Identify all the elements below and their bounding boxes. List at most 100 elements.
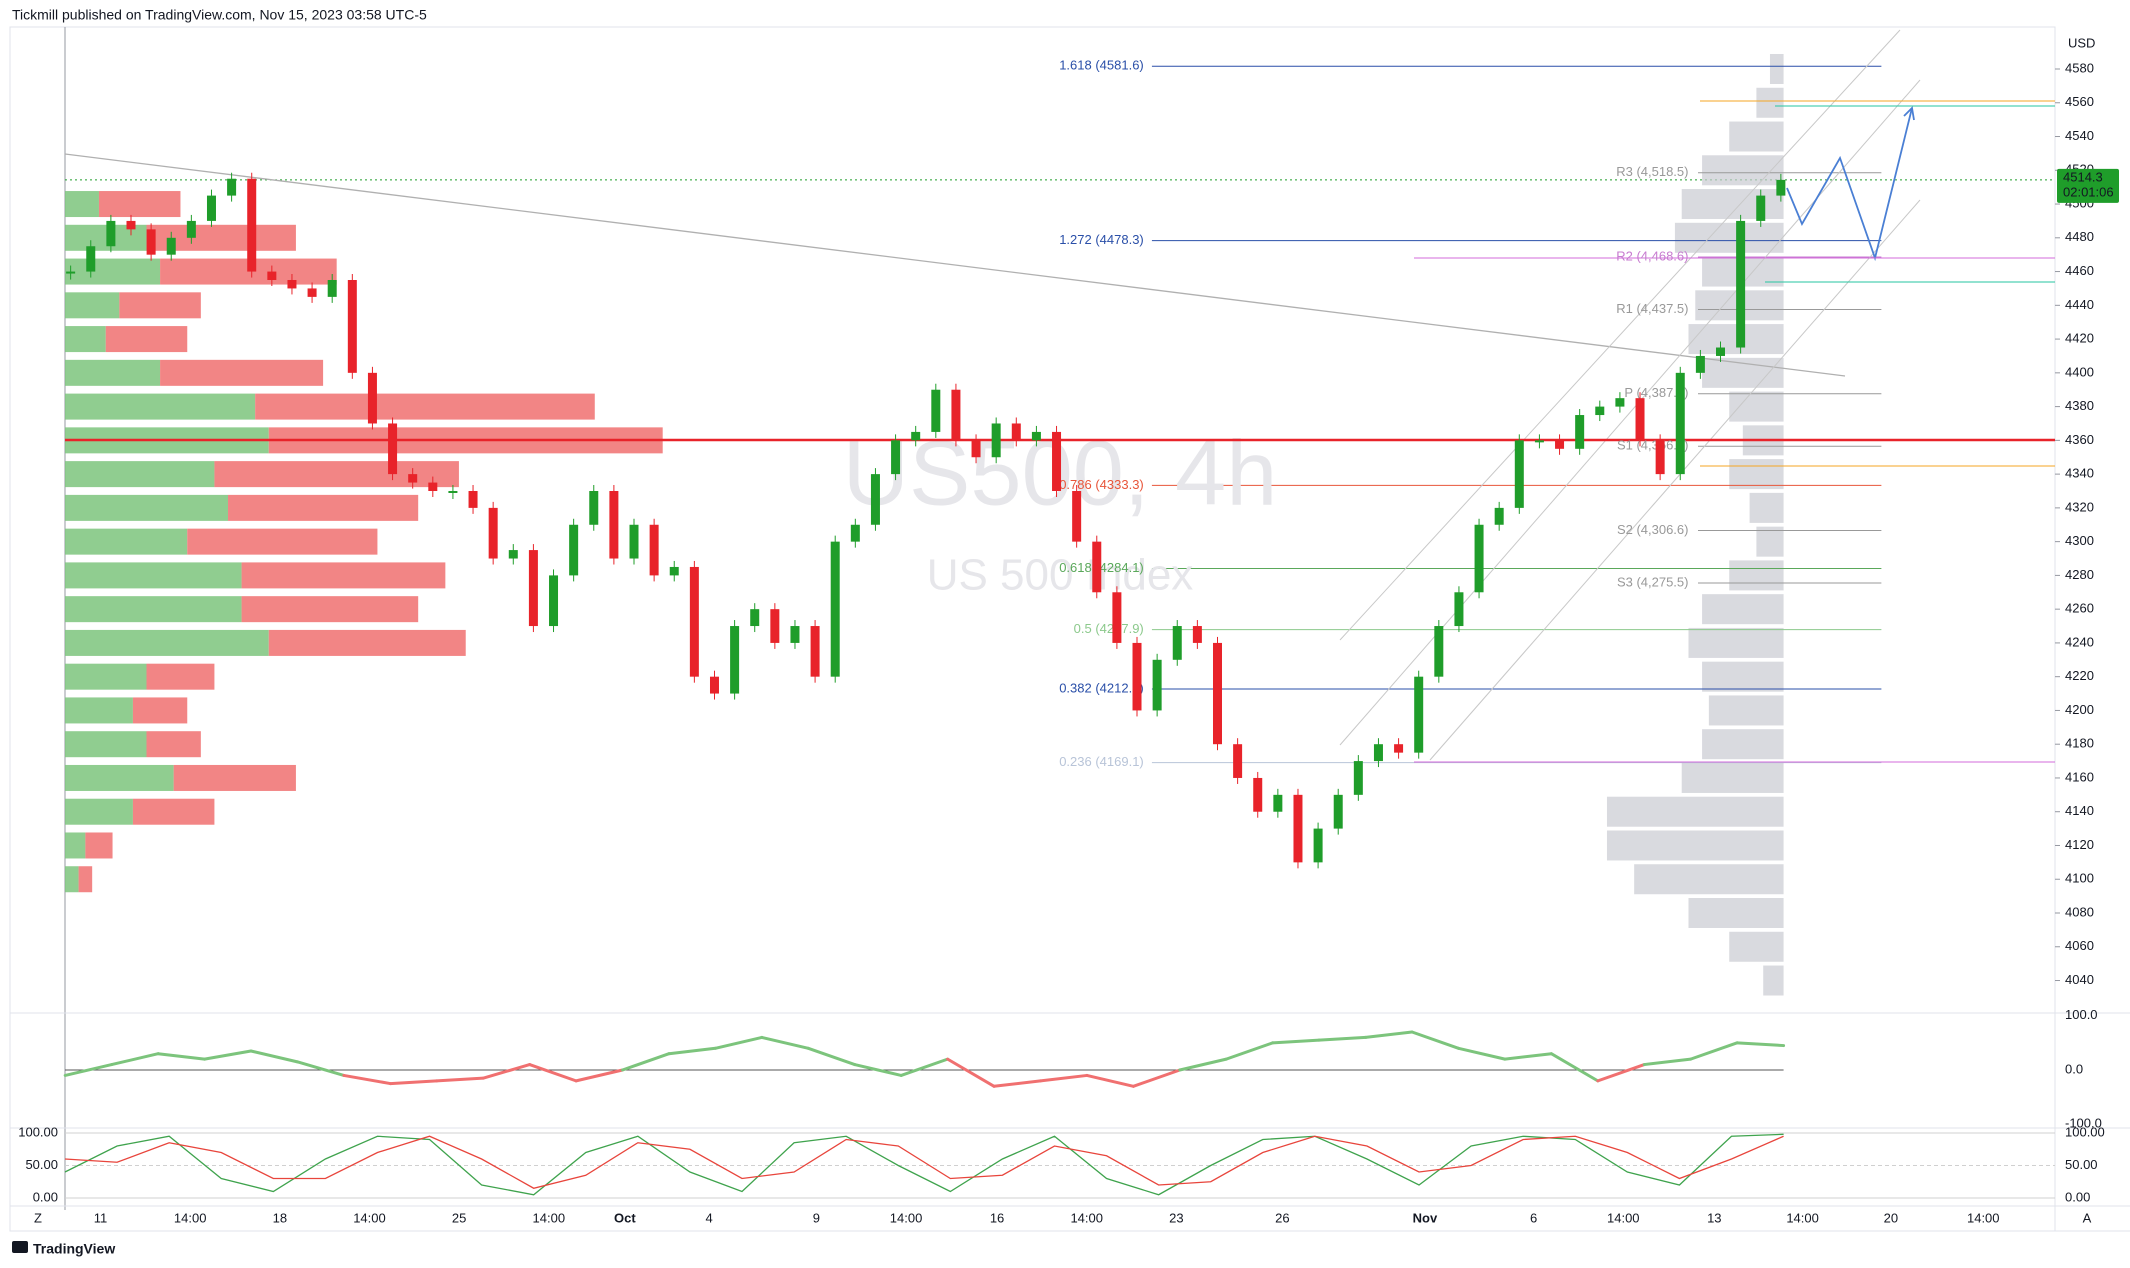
volume-sell-bar xyxy=(214,461,459,488)
candle-body xyxy=(1555,440,1565,449)
candle-body xyxy=(1052,431,1062,491)
price-tick-label: 4260 xyxy=(2065,601,2094,616)
volume-profile-bar xyxy=(1729,121,1784,152)
time-axis-label: 14:00 xyxy=(1070,1210,1103,1225)
candle-body xyxy=(347,280,357,373)
candle-body xyxy=(1172,626,1182,660)
rsi-segment xyxy=(342,1073,392,1086)
rsi-segment xyxy=(110,1052,160,1067)
volume-profile-bar xyxy=(1729,560,1784,591)
candle-body xyxy=(247,178,257,272)
candle-body xyxy=(166,237,176,255)
rsi-segment xyxy=(481,1063,532,1080)
candle-body xyxy=(589,491,599,525)
rsi-segment xyxy=(806,1046,857,1067)
candle-body xyxy=(1776,179,1786,196)
rsi-segment xyxy=(1131,1068,1182,1088)
rsi-segment xyxy=(1364,1030,1414,1039)
candle-body xyxy=(1394,744,1404,753)
candle-body xyxy=(971,440,981,458)
time-axis-label: Oct xyxy=(614,1210,636,1225)
scale-button[interactable]: Z xyxy=(34,1210,42,1225)
background-layer xyxy=(65,54,2055,1199)
scale-button[interactable]: A xyxy=(2083,1210,2092,1225)
price-tick-label: 4480 xyxy=(2065,229,2094,244)
pivot-label: R1 (4,437.5) xyxy=(1616,301,1688,316)
candle-body xyxy=(669,566,679,576)
rsi-segment xyxy=(760,1035,810,1050)
volume-buy-bar xyxy=(65,764,174,791)
candle-body xyxy=(367,372,377,424)
candle-body xyxy=(86,246,96,272)
candle-body xyxy=(227,178,237,196)
volume-profile-bar xyxy=(1708,695,1784,726)
stoch-axis-label-left: 100.00 xyxy=(18,1124,58,1139)
candle-body xyxy=(1293,794,1303,863)
volume-profile-bar xyxy=(1749,492,1784,523)
candle-body xyxy=(1373,744,1383,762)
time-axis-label: 25 xyxy=(452,1210,466,1225)
time-axis-label: 14:00 xyxy=(353,1210,386,1225)
candle-body xyxy=(1534,440,1544,443)
time-axis-label: 9 xyxy=(813,1210,820,1225)
volume-sell-bar xyxy=(98,191,181,218)
candle-body xyxy=(1233,744,1243,778)
volume-profile-bar xyxy=(1769,54,1784,84)
candle-body xyxy=(891,440,901,475)
candle-body xyxy=(307,288,317,297)
time-axis-label: 20 xyxy=(1884,1210,1898,1225)
candle-body xyxy=(1454,592,1464,627)
candle-body xyxy=(790,626,800,643)
volume-sell-bar xyxy=(241,596,419,623)
channel-line xyxy=(1339,29,1901,641)
candle-body xyxy=(1132,642,1142,711)
candle-body xyxy=(267,271,277,280)
countdown-label: 02:01:06 xyxy=(2063,184,2114,199)
candle-body xyxy=(1011,423,1021,441)
footer-brand: TradingView xyxy=(33,1241,115,1257)
rsi-segment xyxy=(1642,1057,1693,1067)
candle-body xyxy=(1313,828,1323,863)
volume-buy-bar xyxy=(65,731,147,758)
volume-sell-bar xyxy=(105,326,188,353)
rsi-segment xyxy=(1735,1041,1786,1048)
volume-buy-bar xyxy=(65,832,86,859)
candle-body xyxy=(528,550,538,627)
volume-buy-bar xyxy=(65,191,99,218)
volume-profile-bar xyxy=(1688,627,1784,658)
candle-body xyxy=(1675,372,1685,475)
volume-sell-bar xyxy=(160,359,324,386)
trendline xyxy=(64,153,1846,377)
stoch-axis-label: 50.00 xyxy=(2065,1157,2098,1172)
volume-sell-bar xyxy=(173,764,296,791)
volume-sell-bar xyxy=(241,562,446,589)
volume-profile-bar xyxy=(1702,357,1784,388)
volume-buy-bar xyxy=(65,596,242,623)
rsi-segment xyxy=(713,1035,764,1050)
stoch-line xyxy=(64,1133,1784,1196)
candle-body xyxy=(1434,626,1444,677)
volume-profile-bar xyxy=(1688,898,1784,928)
last-price-label: 4514.3 xyxy=(2063,169,2103,184)
volume-buy-bar xyxy=(65,663,147,690)
volume-buy-bar xyxy=(65,393,256,420)
candle-body xyxy=(66,271,76,274)
rsi-segment xyxy=(1178,1057,1228,1072)
volume-buy-bar xyxy=(65,359,161,386)
volume-profile-bar xyxy=(1702,729,1784,760)
candle-body xyxy=(730,626,740,694)
fib-level-label: 0.786 (4333.3) xyxy=(1059,477,1144,492)
volume-profile-bar xyxy=(1606,830,1784,861)
candle-body xyxy=(1072,491,1082,542)
channel-line xyxy=(1429,199,1921,761)
volume-profile-bar xyxy=(1634,864,1784,895)
price-tick-label: 4080 xyxy=(2065,904,2094,919)
header-publisher: Tickmill published on TradingView.com, N… xyxy=(12,7,427,23)
volume-profile-bar xyxy=(1606,796,1784,827)
candle-body xyxy=(709,676,719,694)
rsi-segment xyxy=(435,1076,485,1083)
foreground-layer: 4580456045404520450044804460444044204400… xyxy=(18,58,2119,1225)
candle-body xyxy=(508,550,518,559)
time-axis-label: 14:00 xyxy=(174,1210,207,1225)
